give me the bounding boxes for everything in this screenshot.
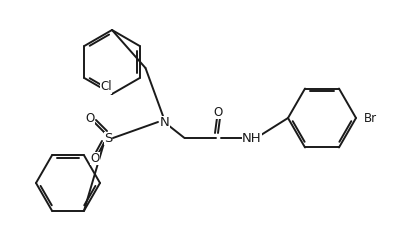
Text: Cl: Cl <box>100 80 112 94</box>
Text: O: O <box>213 106 223 118</box>
Text: O: O <box>91 151 100 165</box>
Text: NH: NH <box>242 132 262 145</box>
Text: O: O <box>85 111 95 124</box>
Text: N: N <box>160 116 170 128</box>
Text: Br: Br <box>364 111 377 124</box>
Text: S: S <box>104 132 112 145</box>
